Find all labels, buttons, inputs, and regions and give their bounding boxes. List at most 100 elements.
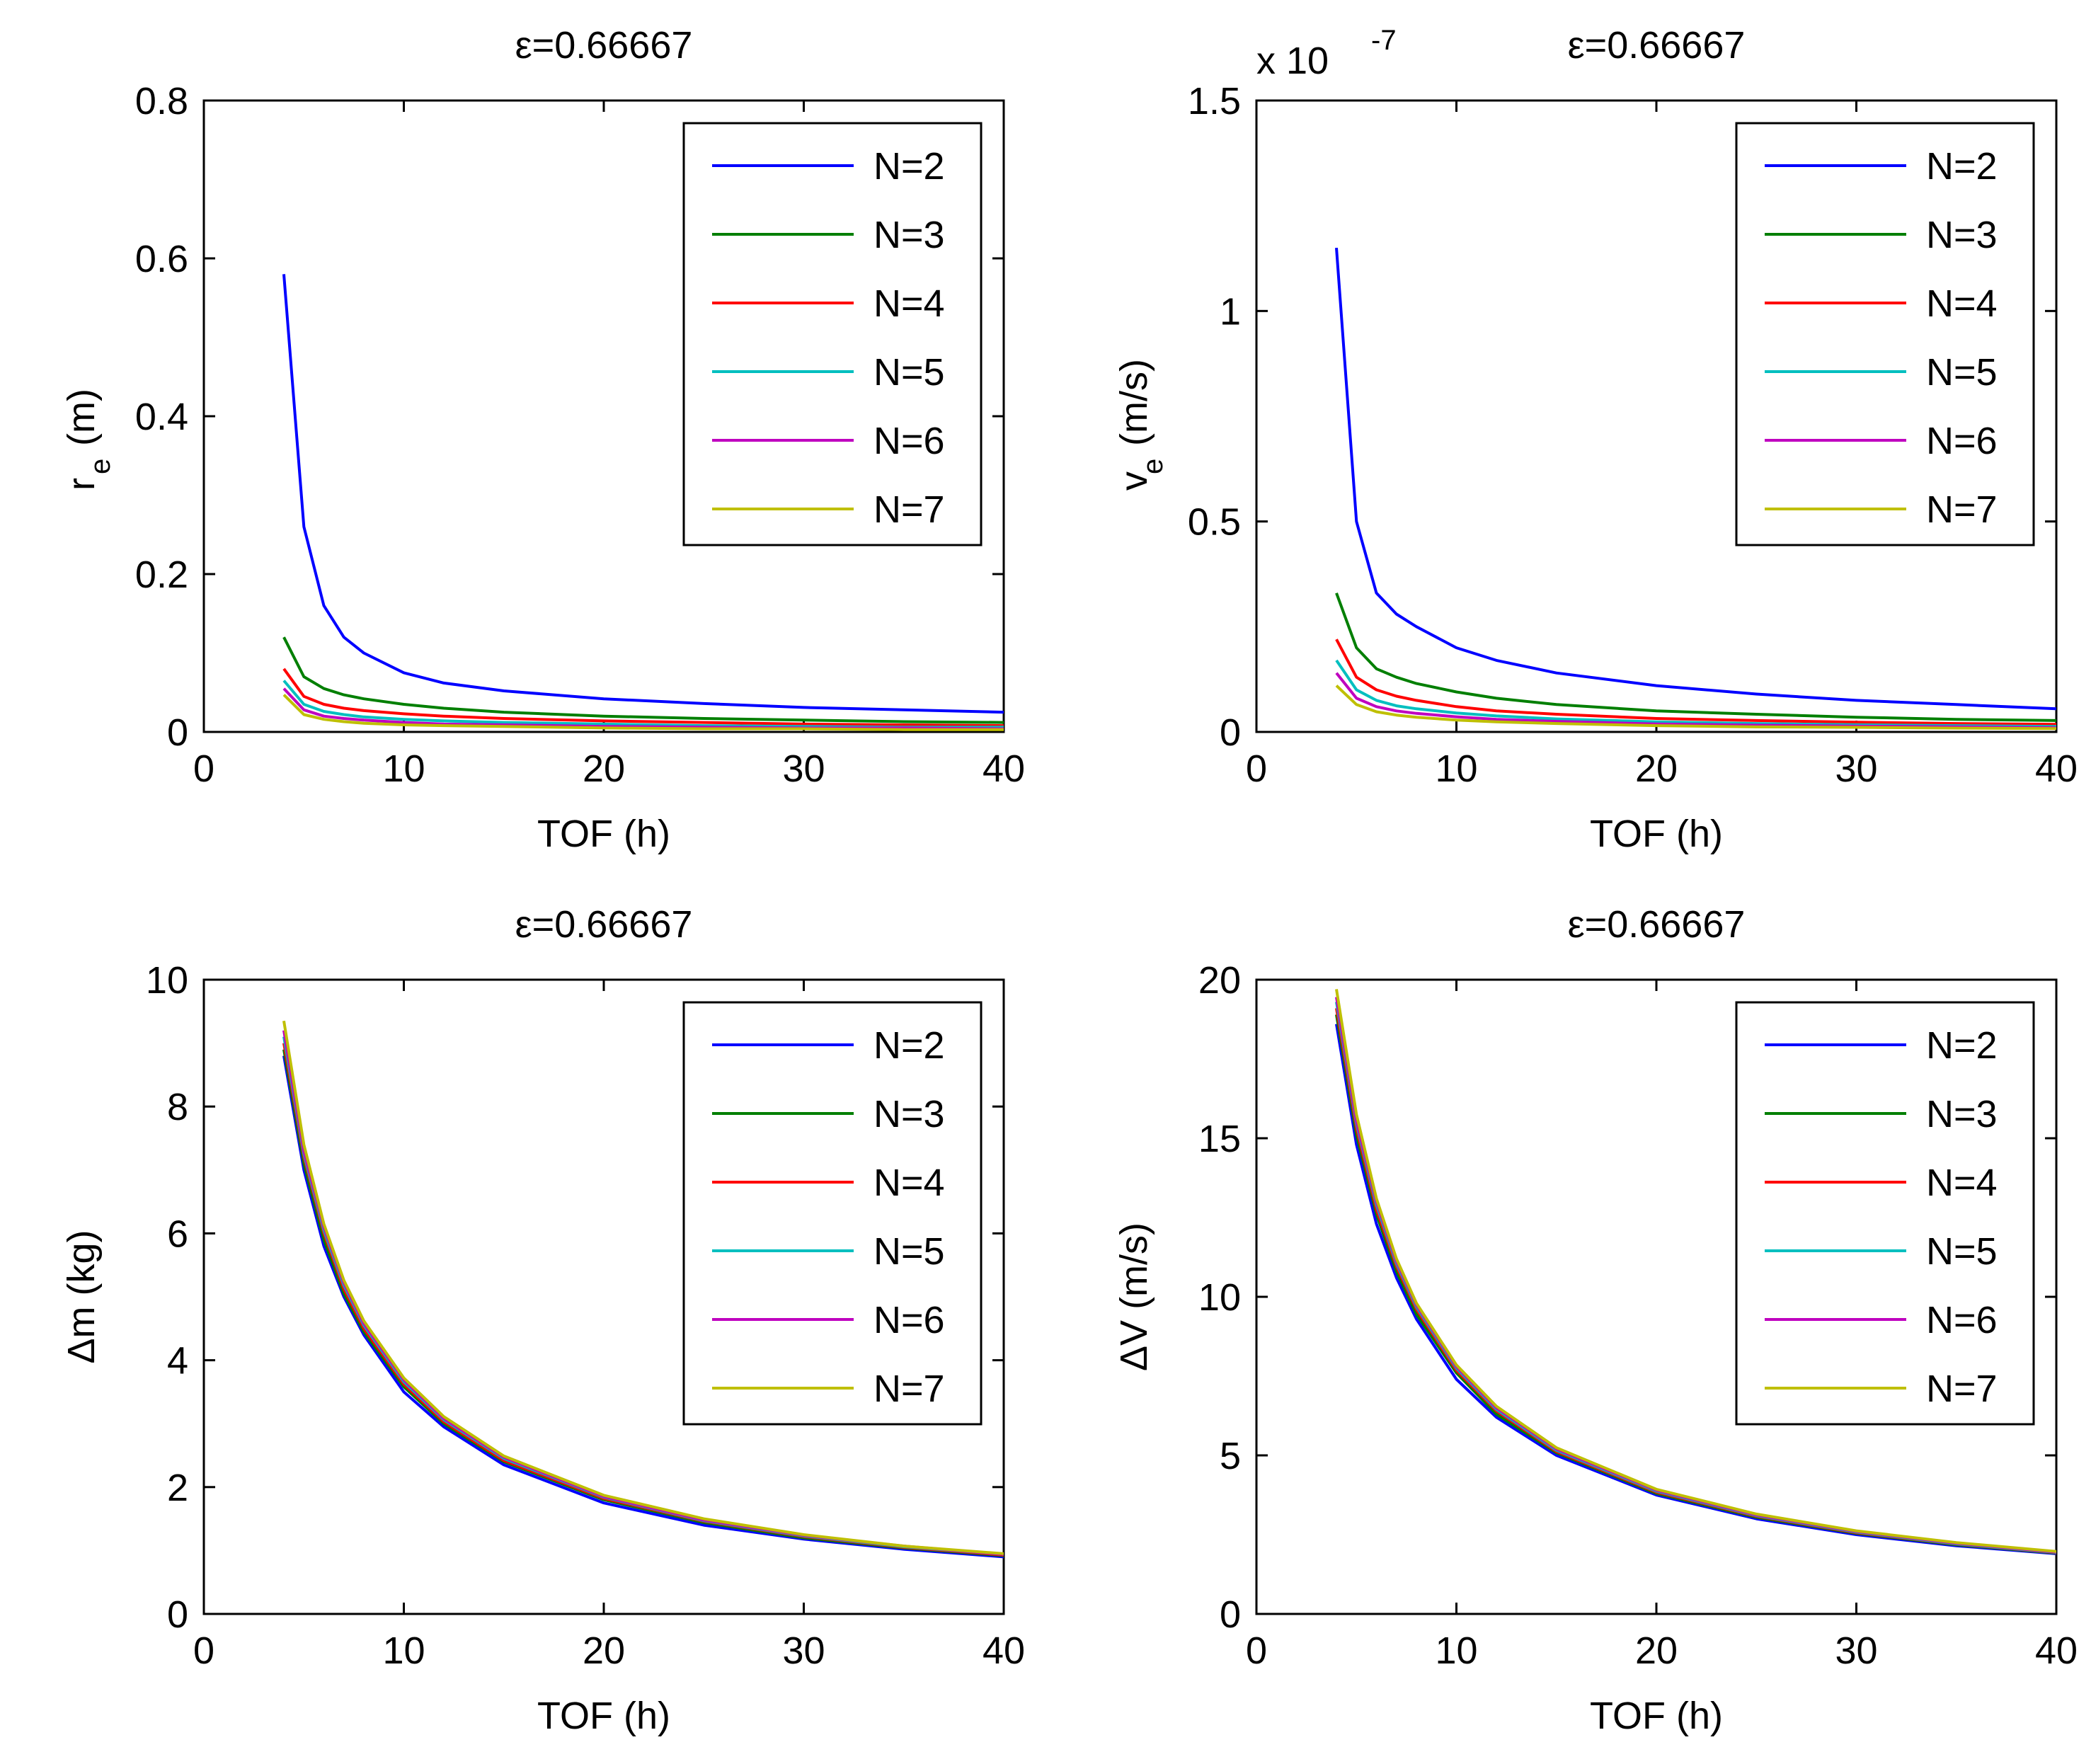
legend-label: N=3 [873,214,945,256]
legend-label: N=2 [873,1024,945,1067]
legend-label: N=5 [1926,1230,1998,1273]
y-tick-label: 1 [1220,290,1241,333]
series-group [282,274,1004,731]
legend-label: N=5 [873,351,945,394]
y-axis-label-symbol: r [60,478,103,491]
y-tick-label: 5 [1220,1435,1241,1477]
chart-title: ε=0.66667 [1568,24,1746,67]
y-axis-label-unit: (m) [60,389,103,446]
legend-label: N=4 [1926,1162,1998,1204]
y-axis-label-subscript: e [1138,459,1169,474]
series-line-n-3 [282,636,1004,724]
y-tick-label: 15 [1198,1118,1241,1160]
x-axis-label: TOF (h) [537,1695,670,1737]
chart-1: 0 10 20 30 40 0 0.2 0.4 0.6 0.8 ε=0.66667 TOF (h) re… [60,24,1025,855]
y-axis-label-text: Δm (kg) [60,1230,103,1363]
legend: N=2 N=3 N=4 N=5 N=6 N=7 [682,1001,983,1426]
legend-box [1735,122,2035,546]
legend-box [682,1001,983,1426]
y-tick-label: 6 [167,1213,188,1255]
legend: N=2 N=3 N=4 N=5 N=6 N=7 [682,122,983,546]
chart-4: 0 10 20 30 40 0 5 10 15 20 ε=0.66667 TOF (h) ΔV (m/s… [1113,903,2078,1737]
legend-label: N=4 [873,282,945,325]
axis-exponent-power: -7 [1371,25,1397,56]
legend-label: N=4 [1926,282,1998,325]
series-group [1335,989,2056,1555]
y-tick-label: 0.2 [135,554,188,596]
legend-label: N=3 [1926,214,1998,256]
series-line-n-5 [282,680,1004,729]
y-tick-label: 0 [167,1593,188,1636]
y-axis-label: ve (m/s) [1113,359,1169,491]
x-axis-label: TOF (h) [1590,1695,1723,1737]
legend-label: N=6 [873,1299,945,1341]
y-axis-label-text: ΔV (m/s) [1113,1222,1155,1371]
x-tick-label: 20 [583,1630,625,1672]
legend-label: N=6 [1926,420,1998,462]
axis-exponent-label: x 10 [1256,40,1329,82]
legend-label: N=3 [1926,1093,1998,1135]
legend-label: N=7 [873,1368,945,1410]
legend-label: N=3 [873,1093,945,1135]
y-axis-label-unit: (m/s) [1113,359,1155,446]
x-tick-label: 40 [983,748,1025,790]
legend-box [1735,1001,2035,1426]
x-tick-label: 0 [193,1630,214,1672]
series-line-n-2 [1335,247,2056,711]
chart-title: ε=0.66667 [515,903,693,946]
x-tick-label: 40 [2035,748,2078,790]
legend-label: N=7 [1926,488,1998,531]
y-tick-label: 0.5 [1188,501,1241,544]
x-tick-label: 20 [583,748,625,790]
x-tick-label: 30 [782,748,825,790]
legend-label: N=6 [873,420,945,462]
x-tick-label: 10 [382,1630,425,1672]
legend: N=2 N=3 N=4 N=5 N=6 N=7 [1735,122,2035,546]
y-tick-label: 0.4 [135,396,188,438]
x-tick-label: 30 [1835,1630,1877,1672]
x-tick-label: 20 [1635,748,1678,790]
legend-label: N=7 [1926,1368,1998,1410]
x-tick-label: 0 [193,748,214,790]
x-tick-label: 30 [1835,748,1877,790]
series-line-n-7 [282,694,1004,731]
x-tick-label: 40 [2035,1630,2078,1672]
legend-label: N=2 [1926,1024,1998,1067]
y-axis-label: re (m) [60,389,116,491]
y-tick-label: 10 [146,959,188,1002]
legend: N=2 N=3 N=4 N=5 N=6 N=7 [1735,1001,2035,1426]
y-tick-label: 2 [167,1467,188,1509]
x-tick-label: 30 [782,1630,825,1672]
y-tick-label: 4 [167,1340,188,1382]
y-tick-label: 0 [1220,1593,1241,1636]
x-tick-label: 10 [1435,1630,1477,1672]
series-line-n-3 [1335,592,2056,722]
legend-label: N=7 [873,488,945,531]
chart-3: 0 10 20 30 40 0 2 4 6 8 10 ε=0.66667 TOF (h) Δm (kg) N… [60,903,1025,1737]
legend-label: N=6 [1926,1299,1998,1341]
series-line-n-7 [1335,685,2056,731]
chart-title: ε=0.66667 [1568,903,1746,946]
x-axis-label: TOF (h) [537,813,670,855]
chart-title: ε=0.66667 [515,24,693,67]
y-tick-label: 0.6 [135,238,188,280]
y-tick-label: 8 [167,1086,188,1128]
series-line-n-7 [282,1020,1004,1555]
legend-label: N=2 [1926,145,1998,188]
x-tick-label: 40 [983,1630,1025,1672]
x-tick-label: 0 [1246,1630,1267,1672]
series-line-n-4 [282,668,1004,728]
legend-label: N=4 [873,1162,945,1204]
y-axis-label-subscript: e [85,459,116,474]
y-tick-label: 0 [1220,711,1241,754]
y-axis-label: Δm (kg) [60,1230,103,1363]
legend-label: N=2 [873,145,945,188]
chart-2: 0 10 20 30 40 0 0.5 1 1.5 ε=0.66667 x 10 -7 TOF (h) v… [1113,24,2078,855]
series-line-n-4 [1335,638,2056,726]
y-tick-label: 1.5 [1188,80,1241,122]
x-tick-label: 10 [1435,748,1477,790]
legend-label: N=5 [873,1230,945,1273]
y-tick-label: 0.8 [135,80,188,122]
y-tick-label: 10 [1198,1276,1241,1319]
